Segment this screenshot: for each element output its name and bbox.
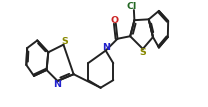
Text: Cl: Cl [126,2,137,11]
Text: S: S [62,37,68,46]
Text: O: O [111,16,119,25]
Text: S: S [140,48,146,57]
Text: N: N [53,80,61,89]
Text: N: N [102,43,110,52]
